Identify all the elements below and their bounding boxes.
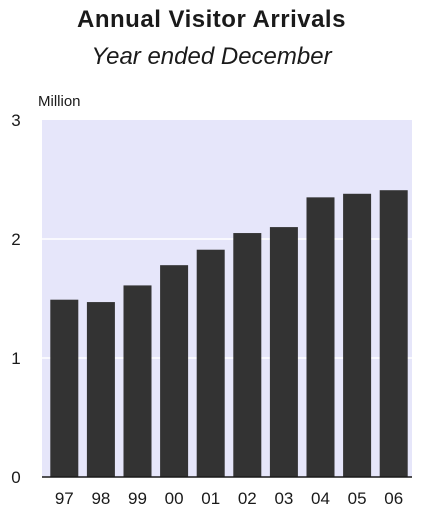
y-tick-label: 0 (11, 468, 20, 487)
x-tick-label: 01 (201, 489, 220, 508)
x-tick-label: 00 (165, 489, 184, 508)
bar-03 (269, 227, 298, 477)
x-tick-label: 03 (274, 489, 293, 508)
bars (50, 190, 408, 477)
bar-97 (50, 299, 79, 477)
bar-98 (86, 302, 115, 477)
y-axis-unit-label: Million (38, 93, 81, 110)
x-tick-label: 02 (238, 489, 257, 508)
bar-05 (343, 193, 372, 477)
x-tick-label: 04 (311, 489, 330, 508)
bar-01 (196, 249, 225, 477)
bar-99 (123, 285, 152, 477)
bar-06 (379, 190, 408, 477)
bar-02 (233, 233, 262, 477)
chart-title: Annual Visitor Arrivals (77, 6, 346, 33)
y-tick-labels: 0 1 2 3 (11, 111, 20, 487)
y-tick-label: 1 (11, 349, 20, 368)
x-tick-labels: 97 98 99 00 01 02 03 04 05 06 (55, 489, 403, 508)
x-tick-label: 97 (55, 489, 74, 508)
x-tick-label: 05 (348, 489, 367, 508)
y-tick-label: 2 (11, 230, 20, 249)
x-tick-label: 98 (91, 489, 110, 508)
x-tick-label: 99 (128, 489, 147, 508)
x-tick-label: 06 (384, 489, 403, 508)
y-tick-label: 3 (11, 111, 20, 130)
chart-subtitle: Year ended December (91, 43, 332, 70)
bar-04 (306, 197, 335, 477)
bar-00 (160, 265, 189, 477)
